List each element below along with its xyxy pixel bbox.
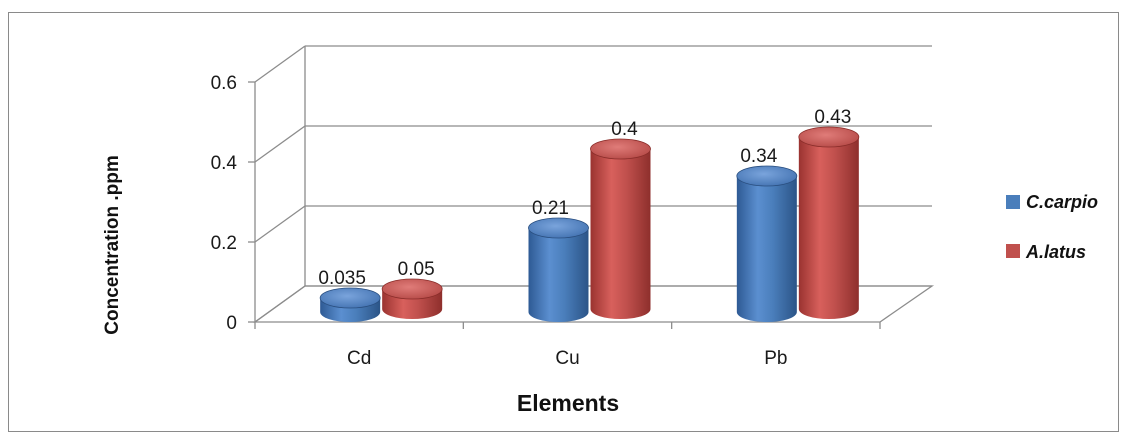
y-tick-label: 0.4	[211, 153, 238, 174]
data-label: 0.4	[611, 119, 638, 140]
bar-body	[798, 137, 859, 319]
legend: C.carpio A.latus	[1006, 192, 1098, 262]
data-label: 0.035	[318, 268, 366, 289]
bar-cu-c-carpio	[528, 217, 589, 322]
x-tick-label: Cd	[347, 348, 371, 369]
data-label: 0.34	[740, 146, 777, 167]
y-axis-title: Concentration .ppm	[102, 155, 123, 334]
legend-label-c-carpio: C.carpio	[1026, 192, 1098, 212]
bar-body	[528, 228, 589, 322]
data-label: 0.21	[532, 198, 569, 219]
x-tick-label: Pb	[764, 348, 787, 369]
bar-body	[736, 176, 797, 322]
bar-body	[590, 149, 651, 319]
x-axis-title: Elements	[517, 390, 619, 416]
bar-cd-c-carpio	[319, 287, 381, 322]
x-tick-label: Cu	[555, 348, 579, 369]
bar-pb-c-carpio	[736, 165, 798, 322]
data-label: 0.43	[814, 107, 851, 128]
gridline-side	[254, 205, 306, 243]
y-tick-label: 0	[226, 313, 237, 334]
legend-item-c-carpio: C.carpio	[1006, 192, 1098, 212]
bar-top	[528, 217, 589, 239]
legend-swatch-a-latus	[1006, 244, 1020, 258]
bar-cu-a-latus	[590, 138, 651, 319]
y-tick-label: 0.6	[211, 73, 237, 94]
legend-item-a-latus: A.latus	[1006, 242, 1086, 262]
bars	[319, 126, 860, 322]
legend-swatch-c-carpio	[1006, 195, 1020, 209]
bar-pb-a-latus	[798, 126, 860, 319]
bar-cd-a-latus	[381, 278, 443, 319]
bar-top	[590, 138, 651, 160]
legend-label-a-latus: A.latus	[1025, 242, 1086, 262]
bar-top	[381, 278, 443, 300]
gridline-side	[254, 125, 306, 163]
y-tick-label: 0.2	[211, 233, 237, 254]
data-label: 0.05	[398, 259, 435, 280]
bar-top	[798, 126, 860, 148]
axes: 0 0.2 0.4 0.6 Cd Cu Pb	[211, 73, 881, 369]
bar-top	[736, 165, 798, 187]
data-labels: 0.035 0.05 0.21 0.4 0.34 0.43	[318, 107, 851, 289]
gridline-side	[254, 45, 306, 83]
bar-top	[319, 287, 381, 309]
